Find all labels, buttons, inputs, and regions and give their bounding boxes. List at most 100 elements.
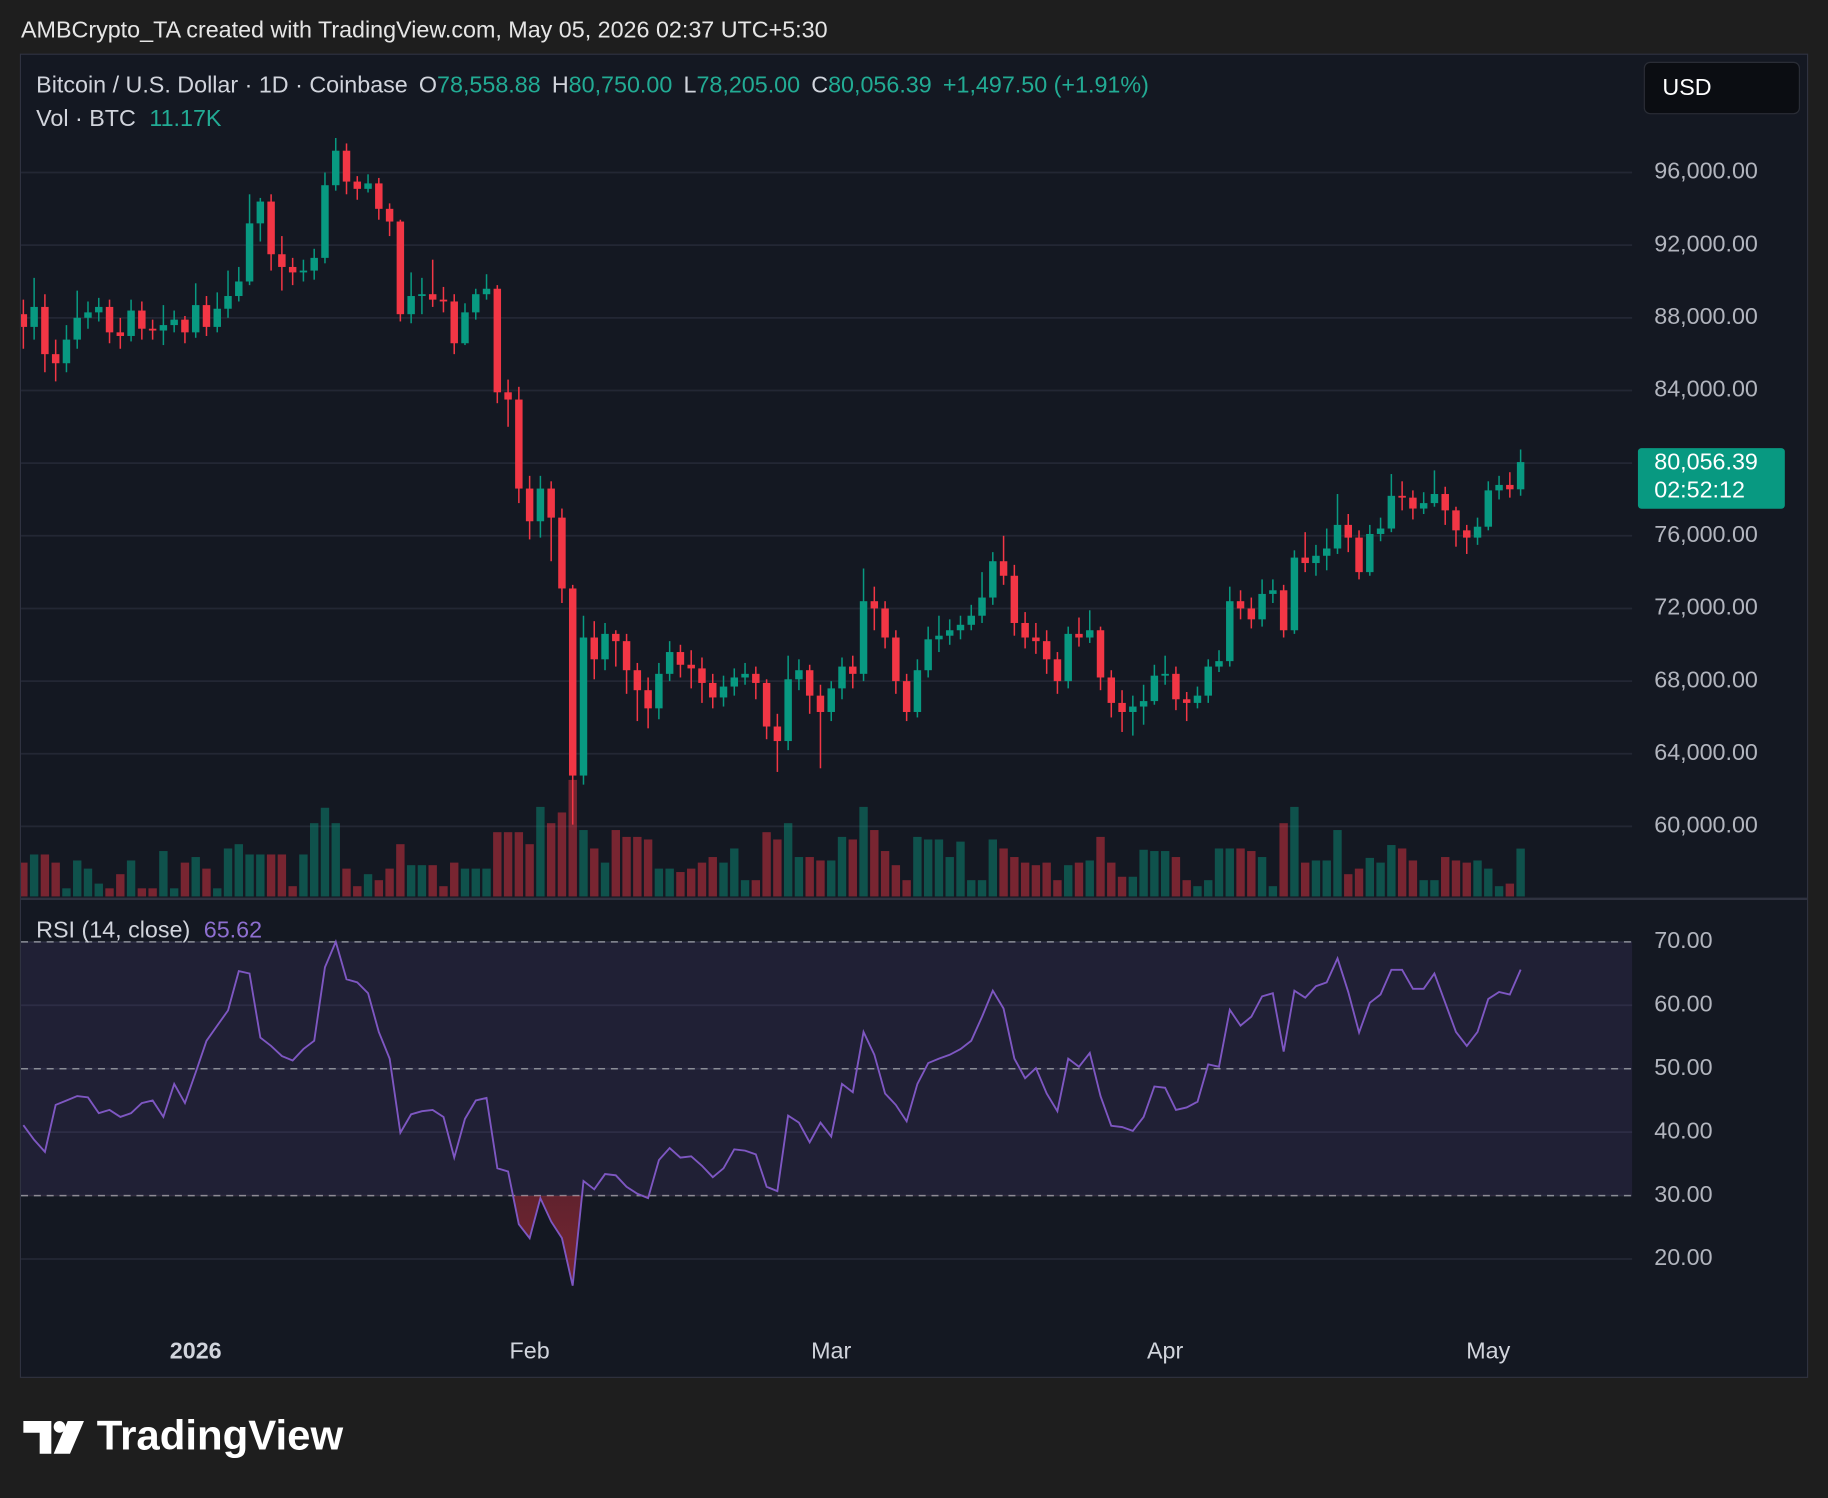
volume-bar [51,862,60,897]
currency-label[interactable]: USD [1662,74,1711,100]
candle-body [730,677,739,687]
candle-body [21,314,28,327]
candle-body [1204,666,1212,696]
volume-pane [21,779,1525,897]
candle-body [1452,510,1460,531]
volume-name: Vol · BTC [36,105,136,131]
candle-body [1398,495,1406,498]
candle-body [127,310,135,336]
candle-body [913,670,922,712]
volume-bar [1107,862,1116,897]
brand-logo: TradingView [23,1412,344,1459]
candle-body [752,673,760,683]
volume-bar [21,862,28,897]
candle-body [364,183,372,189]
candle-body [902,681,911,712]
candle-body [568,588,577,776]
candle-body [482,288,491,295]
volume-bar [1053,880,1062,897]
volume-bar [1430,880,1439,897]
volume-bar [880,851,890,897]
volume-bar [848,839,857,897]
candle-body [1010,575,1019,623]
candle-body [493,288,502,393]
volume-bar [223,848,233,897]
volume-bar [794,857,804,897]
volume-bar [1020,862,1030,897]
rsi-band [21,941,1633,1196]
volume-bar [320,807,330,897]
volume-bar [460,868,470,897]
currency-button[interactable]: USD [1643,61,1800,115]
candle-body [1172,673,1180,700]
volume-bar [751,880,761,897]
legend-open: 78,558.88 [437,71,541,97]
currency-button-bg[interactable] [1643,61,1800,115]
candle-body [1215,661,1223,667]
candle-body [1032,637,1040,642]
candle-body [676,652,685,665]
y-tick-label: 72,000.00 [1654,594,1758,620]
candle-body [698,668,706,683]
candle-body [859,601,868,674]
volume-bar [1128,876,1138,897]
volume-bar [568,779,577,897]
volume-bar [1322,860,1331,897]
volume-bar [1354,868,1364,897]
volume-bar [1193,886,1202,897]
rsi-name: RSI (14, close) [36,917,190,943]
candle-body [450,301,458,344]
volume-bar [396,844,405,897]
candle-body [1086,630,1094,638]
candle-body [762,682,771,727]
volume-bar [805,857,814,897]
candle-body [945,630,954,636]
candle-body [644,690,652,709]
candle-body [612,633,620,642]
candle-body [407,296,415,315]
volume-bar [1376,862,1385,897]
candle-body [310,257,318,271]
volume-bar [363,874,373,897]
rsi-oversold-fill [512,1195,649,1286]
candle-body [838,666,846,689]
candle-body [30,306,38,327]
volume-bar [83,868,93,897]
volume-bar [1441,857,1450,897]
volume-bar [1150,851,1159,897]
logo-shape [53,1421,84,1454]
candle-body [321,185,329,258]
candle-body [967,615,975,625]
volume-bar [514,832,524,897]
candle-body [1279,590,1288,631]
volume-bar [557,812,567,897]
candle-body [1366,533,1374,573]
volume-bar [309,823,319,897]
candle-body [1107,677,1116,703]
volume-bar [870,830,879,897]
volume-bar [600,862,610,897]
volume-bar [719,862,728,897]
candle-body [773,726,782,742]
candle-body [989,561,997,598]
legend-symbol: Bitcoin / U.S. Dollar · 1D · Coinbase [36,71,408,97]
candle-body [935,635,943,640]
candle-body [224,296,232,309]
candle-body [396,221,405,315]
candle-body [784,679,792,742]
candle-body [622,641,631,671]
candle-body [1226,601,1234,662]
volume-bar [902,880,911,897]
volume-bar [1064,865,1073,897]
volume-bar [256,854,265,897]
volume-bar [1214,848,1224,897]
volume-bar [482,868,491,897]
volume-bar [1300,862,1310,897]
legend-c: C [811,71,828,97]
volume-bar [1171,857,1181,897]
volume-bar [1160,851,1170,897]
rsi-line [22,939,1522,1286]
candle-body [1516,462,1525,490]
candle-body [116,332,125,336]
